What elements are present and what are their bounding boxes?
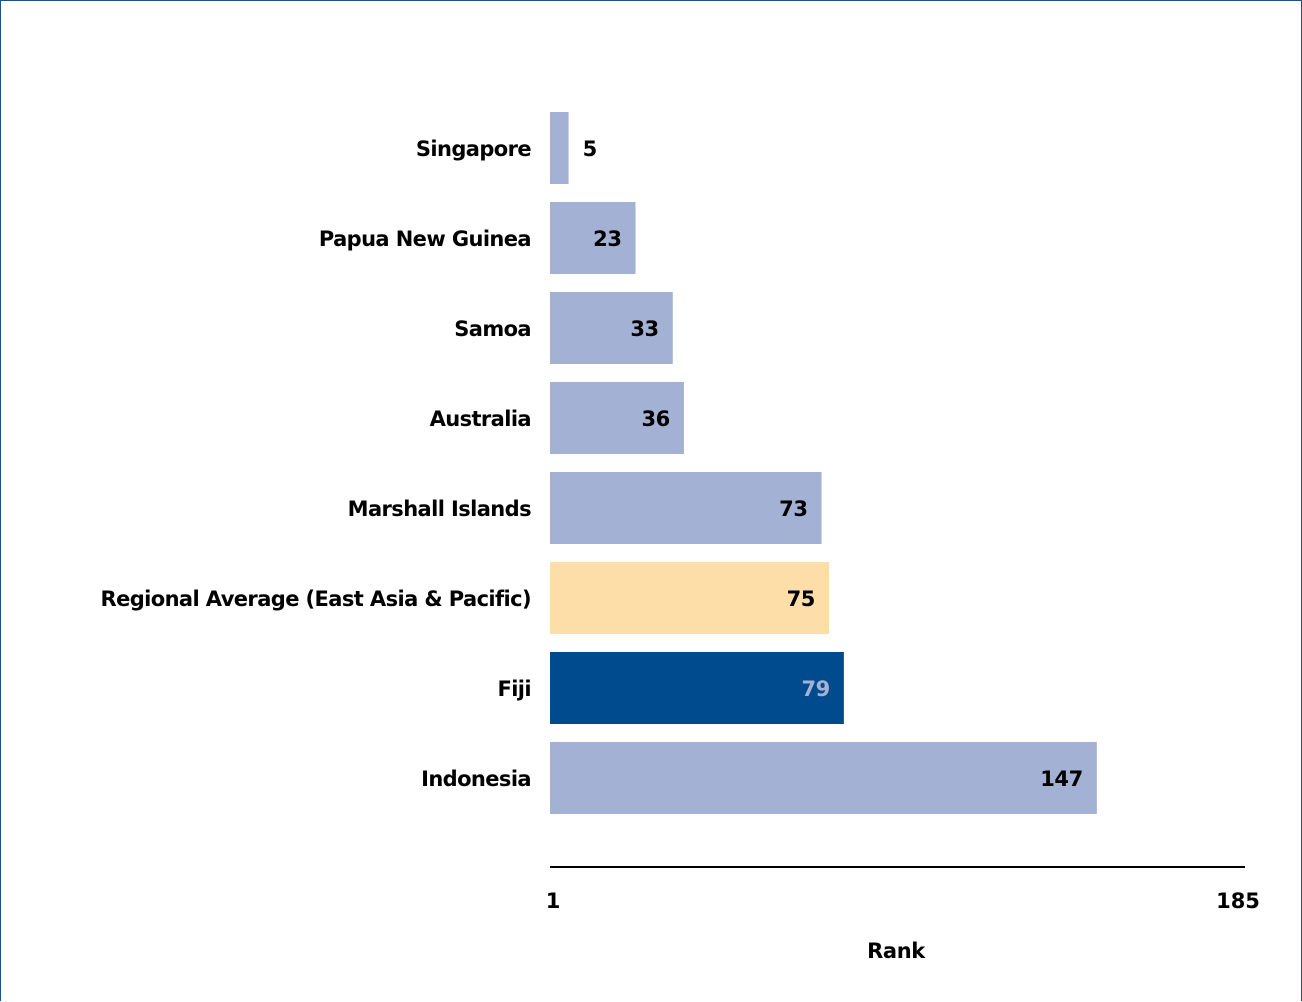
value-label-singapore: 5	[583, 137, 597, 161]
value-label-indonesia: 147	[1040, 767, 1083, 791]
category-label-indonesia: Indonesia	[421, 767, 531, 791]
bar-marshall-islands	[550, 472, 822, 544]
category-label-regional-average-east-asia-pacific: Regional Average (East Asia & Pacific)	[101, 587, 532, 611]
value-label-marshall-islands: 73	[779, 497, 807, 521]
category-label-marshall-islands: Marshall Islands	[348, 497, 531, 521]
value-label-australia: 36	[641, 407, 669, 431]
bar-regional-average-east-asia-pacific	[550, 562, 829, 634]
x-tick-label-min: 1	[546, 889, 561, 913]
value-label-regional-average-east-asia-pacific: 75	[787, 587, 815, 611]
bar-australia	[550, 382, 684, 454]
value-label-fiji: 79	[801, 677, 829, 701]
category-labels-group: Singapore Papua New Guinea Samoa Australia M…	[101, 137, 532, 791]
value-label-papua-new-guinea: 23	[593, 227, 621, 251]
category-label-australia: Australia	[430, 407, 531, 431]
x-axis-title: Rank	[867, 939, 926, 963]
category-label-singapore: Singapore	[416, 137, 531, 161]
bar-fiji	[550, 652, 844, 724]
bar-singapore	[550, 112, 569, 184]
bar-papua-new-guinea	[550, 202, 636, 274]
category-label-papua-new-guinea: Papua New Guinea	[319, 227, 531, 251]
bar-samoa	[550, 292, 673, 364]
bar-indonesia	[550, 742, 1097, 814]
value-labels-group: 5 23 33 36 73 75 79 147	[583, 137, 1084, 791]
x-tick-label-max: 185	[1216, 889, 1260, 913]
category-label-fiji: Fiji	[497, 677, 531, 701]
bars-group	[550, 112, 1097, 814]
value-label-samoa: 33	[630, 317, 658, 341]
category-label-samoa: Samoa	[454, 317, 531, 341]
